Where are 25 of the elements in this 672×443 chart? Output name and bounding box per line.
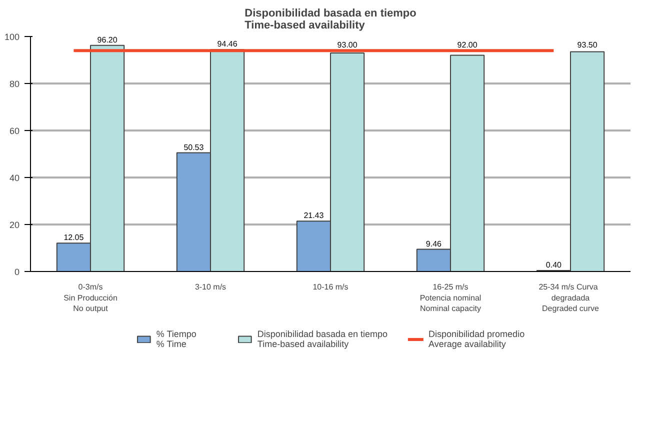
x-tick-label: 10-16 m/s — [312, 282, 348, 292]
y-tick-label: 40 — [9, 173, 20, 183]
x-tick-label: 0-3m/s Sin Producción No output — [64, 282, 118, 314]
x-tick-label: 16-25 m/s Potencia nominal Nominal capacity — [420, 282, 482, 314]
data-label: 93.50 — [577, 40, 598, 50]
data-label: 94.46 — [217, 40, 238, 49]
x-tick-label: 25-34 m/s Curva degradada Degraded curve — [538, 282, 600, 314]
data-label: 9.46 — [426, 239, 442, 248]
data-label: 21.43 — [304, 211, 324, 220]
data-label: 0.40 — [546, 260, 562, 270]
y-tick-label: 60 — [9, 126, 20, 136]
legend-label: % Tiempo % Time — [156, 328, 198, 348]
y-tick-label: 20 — [9, 220, 20, 230]
legend-label: Disponibilidad basada en tiempo Time-based availability — [257, 328, 388, 348]
data-label: 93.00 — [337, 40, 358, 50]
legend-label: Disponibilidad promedio Average availability — [428, 328, 525, 348]
y-tick-label: 80 — [9, 79, 20, 89]
data-label: 12.05 — [64, 233, 84, 242]
x-tick-label: 3-10 m/s — [194, 282, 226, 292]
chart-title: Disponibilidad basada en tiempo Time-based availability — [244, 8, 417, 32]
data-label: 96.20 — [97, 35, 118, 44]
y-tick-label: 0 — [14, 267, 20, 277]
y-tick-label: 100 — [4, 32, 20, 42]
data-label: 50.53 — [184, 142, 204, 152]
data-label: 92.00 — [457, 40, 478, 50]
